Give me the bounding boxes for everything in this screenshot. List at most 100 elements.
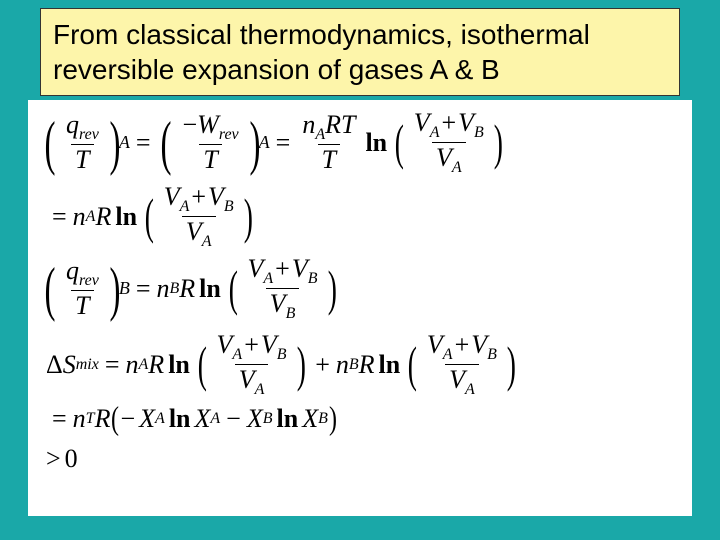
sym-q: q [66,110,79,139]
sym-R: R [179,274,195,304]
sym-T: T [71,144,93,175]
sym-R: R [325,110,341,139]
sub-A: A [86,208,96,226]
sym-V: V [449,365,465,394]
rparen-icon: ) [109,122,120,164]
sym-plus: + [191,182,206,211]
sym-V: V [248,254,264,283]
op-eq: = [52,202,67,232]
sub-A: A [155,410,165,428]
sym-gt: > [46,444,61,474]
sym-minus: − [226,404,241,434]
rparen-icon: ) [109,268,120,310]
sym-V: V [471,330,487,359]
sym-R: R [359,350,375,380]
equation-line-3: ( qrev T ) B = nB R ln ( VA+VB VB ) [40,254,340,323]
lparen-icon: ( [44,122,55,164]
sym-R: R [95,202,111,232]
sym-n: n [73,404,86,434]
equation-line-5: = nT R ( − XA ln XA − XB ln XB ) [46,402,338,436]
sub-A: A [315,126,325,143]
sym-V: V [427,330,443,359]
sym-X: X [302,404,318,434]
rparen-icon: ) [296,347,305,382]
sub-A: A [232,346,242,363]
lparen-icon: ( [408,347,417,382]
equation-area: ( qrev T ) A = ( −Wrev T ) A = nART T ln… [28,100,692,516]
sym-V: V [217,330,233,359]
rparen-icon: ) [494,125,503,160]
equation-line-2: = nA R ln ( VA+VB VA ) [46,182,256,251]
sym-V: V [186,217,202,246]
sym-n: n [156,274,169,304]
sub-A: A [263,270,273,287]
sym-T: T [199,144,221,175]
sym-delta: Δ [46,350,63,380]
sub-B: B [286,305,296,322]
sym-S: S [63,350,76,380]
rparen-icon: ) [249,122,260,164]
sym-n: n [336,350,349,380]
sub-A: A [139,356,149,374]
sub-B: B [318,410,328,428]
sub-mix: mix [76,356,99,374]
sub-B: B [169,280,179,298]
sub-A: A [452,159,462,176]
sym-ln: ln [277,404,299,434]
sym-V: V [414,108,430,137]
rparen-icon: ) [243,199,252,234]
sym-W: W [197,110,219,139]
sym-T: T [318,144,340,175]
sub-B: B [349,356,359,374]
sym-V: V [261,330,277,359]
sub-A: A [465,381,475,398]
sub-A: A [430,124,440,141]
sym-zero: 0 [65,444,78,474]
equation-line-1: ( qrev T ) A = ( −Wrev T ) A = nART T ln… [40,108,506,177]
sym-X: X [195,404,211,434]
lparen-icon: ( [395,125,404,160]
op-eq: = [105,350,120,380]
sym-minus: − [120,404,135,434]
sym-V: V [239,365,255,394]
op-eq: = [52,404,67,434]
header-box: From classical thermodynamics, isotherma… [40,8,680,96]
sub-B: B [277,346,287,363]
sym-V: V [436,143,452,172]
sym-plus: + [455,330,470,359]
sub-rev: rev [79,272,99,289]
sym-n: n [302,110,315,139]
sub-B: B [263,410,273,428]
sub-B: B [308,270,318,287]
sym-V: V [458,108,474,137]
sym-plus: + [275,254,290,283]
sym-ln: ln [365,128,387,158]
lparen-icon: ( [111,400,119,437]
sym-ln: ln [115,202,137,232]
sym-T: T [341,110,355,139]
lparen-icon: ( [229,271,238,306]
sym-ln: ln [168,350,190,380]
sym-X: X [139,404,155,434]
sym-V: V [164,182,180,211]
sub-rev: rev [219,126,239,143]
equation-line-6: > 0 [46,444,78,474]
sym-R: R [148,350,164,380]
sym-n: n [73,202,86,232]
header-text: From classical thermodynamics, isotherma… [53,17,667,87]
rparen-icon: ) [327,271,336,306]
sym-V: V [292,254,308,283]
sub-A: A [255,381,265,398]
sym-minus: − [182,110,197,139]
op-eq: = [136,128,151,158]
lparen-icon: ( [44,268,55,310]
sym-n: n [126,350,139,380]
sub-A: A [210,410,220,428]
rparen-icon: ) [507,347,516,382]
sym-X: X [247,404,263,434]
rparen-icon: ) [329,400,337,437]
sub-rev: rev [79,126,99,143]
sym-ln: ln [199,274,221,304]
sym-ln: ln [169,404,191,434]
sym-plus: + [244,330,259,359]
